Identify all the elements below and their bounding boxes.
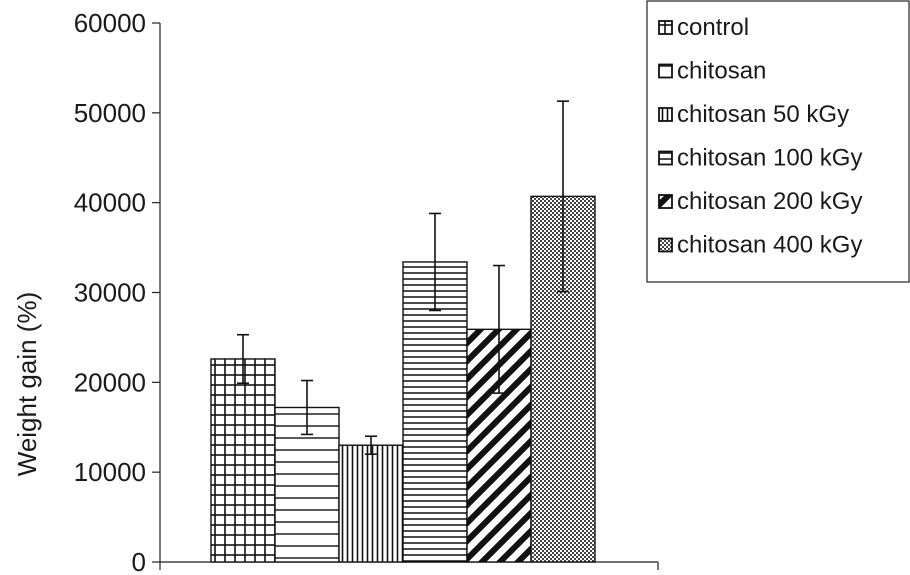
bar-control — [210, 358, 276, 563]
legend-swatch-chitosan — [658, 63, 673, 79]
error-bar-chitosan-50-kgy — [365, 435, 377, 456]
error-bar-chitosan-100-kgy — [429, 212, 441, 312]
legend-swatch-chitosan-200-kgy — [658, 194, 673, 209]
y-tick-label: 40000 — [74, 188, 146, 218]
y-axis-title: Weight gain (%) — [12, 292, 42, 477]
bars — [210, 195, 596, 563]
legend-box — [646, 0, 910, 283]
legend-label-chitosan-200-kgy: chitosan 200 kGy — [677, 188, 862, 215]
legend-swatch-chitosan-400-kgy — [658, 237, 673, 253]
legend-label-chitosan-400-kgy: chitosan 400 kGy — [677, 232, 862, 259]
y-tick-label: 60000 — [74, 8, 146, 38]
y-tick-label: 10000 — [74, 457, 146, 487]
y-axis: 0 10000 20000 30000 40000 50000 60000 — [74, 8, 161, 575]
legend-label-chitosan: chitosan — [677, 58, 766, 85]
legend-swatch-chitosan-50-kgy — [658, 107, 673, 122]
legend-label-chitosan-100-kgy: chitosan 100 kGy — [677, 145, 862, 172]
error-bar-chitosan-200-kgy — [493, 264, 505, 394]
bar-chitosan-100-kgy — [402, 261, 468, 563]
error-bar-chitosan-400-kgy — [557, 100, 569, 293]
legend-swatch-chitosan-100-kgy — [658, 150, 673, 166]
y-tick-label: 20000 — [74, 367, 146, 397]
y-tick-label: 30000 — [74, 278, 146, 308]
legend-label-control: control — [677, 14, 749, 41]
legend: control chitosan chitosan 50 kGy chitosan 1… — [646, 0, 910, 283]
y-tick-label: 50000 — [74, 98, 146, 128]
legend-swatch-control — [658, 20, 673, 35]
bar-chitosan-50-kgy — [338, 444, 404, 563]
error-bar-chitosan — [301, 379, 313, 436]
error-bars — [237, 100, 569, 456]
legend-label-chitosan-50-kgy: chitosan 50 kGy — [677, 101, 849, 128]
error-bar-control — [237, 333, 249, 385]
x-axis — [159, 561, 659, 570]
y-tick-label: 0 — [132, 547, 146, 575]
